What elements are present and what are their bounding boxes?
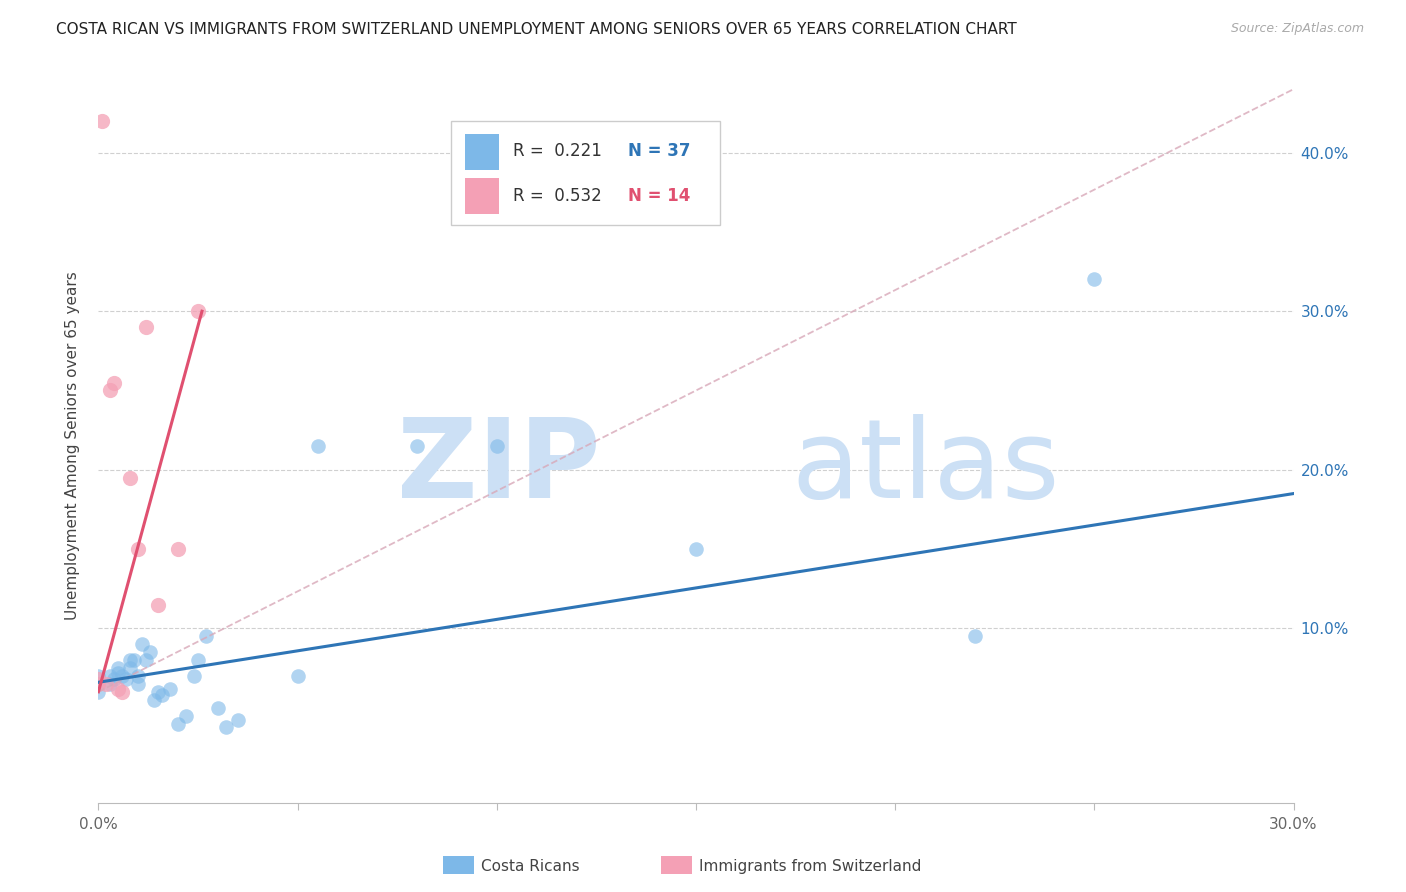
Point [87,677,110,691]
Text: R =  0.532: R = 0.532 [513,186,602,204]
Point [103,672,125,686]
Text: COSTA RICAN VS IMMIGRANTS FROM SWITZERLAND UNEMPLOYMENT AMONG SENIORS OVER 65 YE: COSTA RICAN VS IMMIGRANTS FROM SWITZERLA… [56,22,1017,37]
Point [307,439,329,453]
Point [159,681,181,696]
Text: Immigrants from Switzerland: Immigrants from Switzerland [699,859,921,873]
Point [87,669,110,683]
Point [183,669,205,683]
Point [406,439,429,453]
Point [96,677,118,691]
Text: R =  0.221: R = 0.221 [513,143,602,161]
Point [174,708,197,723]
Point [195,629,218,643]
Point [100,384,122,398]
Point [131,637,153,651]
Point [139,645,162,659]
Point [167,716,190,731]
Point [124,653,146,667]
Point [111,685,134,699]
Text: N = 37: N = 37 [628,143,690,161]
Point [287,669,309,683]
Point [107,681,129,696]
Point [226,714,249,728]
Point [111,669,134,683]
Point [148,685,170,699]
Point [107,665,129,680]
Text: Source: ZipAtlas.com: Source: ZipAtlas.com [1230,22,1364,36]
Point [1083,272,1105,286]
Point [91,114,114,128]
Text: Costa Ricans: Costa Ricans [481,859,579,873]
Point [103,376,125,390]
Point [127,677,149,691]
Point [207,700,229,714]
Point [100,669,122,683]
Point [167,542,190,557]
Bar [465,134,499,169]
Point [685,542,707,557]
Point [127,669,149,683]
Point [100,677,122,691]
Point [107,661,129,675]
Point [187,304,209,318]
Point [143,692,166,706]
Point [148,598,170,612]
Text: ZIP: ZIP [396,414,600,521]
Point [120,653,142,667]
Text: atlas: atlas [792,414,1060,521]
Point [120,661,142,675]
Bar [465,178,499,214]
Point [215,720,238,734]
Point [135,320,157,334]
Point [87,672,110,686]
Point [187,653,209,667]
Text: N = 14: N = 14 [628,186,690,204]
Point [115,672,138,686]
Point [135,653,157,667]
Point [120,471,142,485]
Y-axis label: Unemployment Among Seniors over 65 years: Unemployment Among Seniors over 65 years [65,272,80,620]
Point [127,542,149,557]
FancyBboxPatch shape [451,121,720,225]
Point [485,439,508,453]
Point [87,677,110,691]
Point [150,688,173,702]
Point [87,685,110,699]
Point [963,629,986,643]
